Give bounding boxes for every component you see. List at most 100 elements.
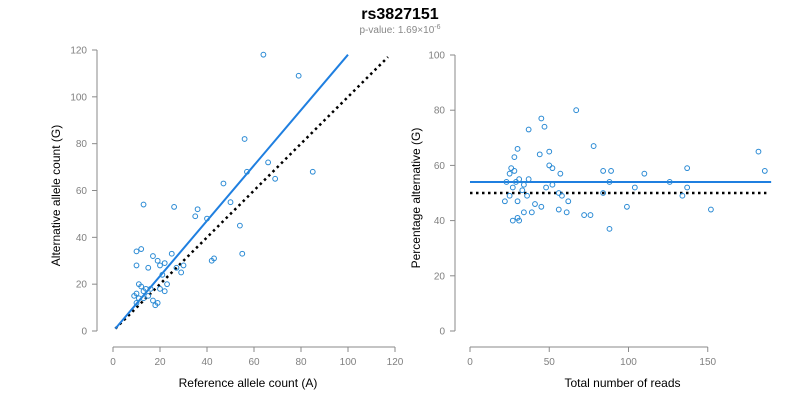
data-point (516, 217, 523, 224)
data-point (265, 159, 272, 166)
y-tick-label: 80 (434, 106, 446, 117)
data-point (514, 145, 521, 152)
data-point (755, 148, 762, 155)
data-point (516, 176, 523, 183)
data-point (133, 248, 140, 255)
data-point (152, 302, 159, 309)
data-point (761, 168, 768, 174)
data-point (559, 192, 565, 199)
data-point (168, 250, 175, 257)
data-point (525, 176, 532, 183)
data-point (237, 222, 243, 229)
scatter-panel-allele-counts: 0 20 40 60 80 100 120 0 20 40 60 80 100 120 Reference … (49, 46, 404, 391)
data-point (145, 292, 152, 299)
data-point (150, 253, 156, 259)
data-point (147, 285, 154, 292)
data-point (555, 206, 562, 213)
scatter-panel-percentage: 0 50 100 150 0 20 40 60 80 100 Total number of rea… (409, 51, 772, 390)
data-point (511, 168, 518, 174)
data-point (220, 180, 227, 187)
y-tick-label: 100 (428, 51, 445, 62)
data-point (154, 257, 161, 264)
data-point (140, 288, 147, 295)
data-point (606, 179, 613, 185)
data-point (180, 262, 187, 269)
data-point (164, 281, 170, 288)
data-point (509, 217, 516, 224)
data-point (295, 72, 302, 79)
y-tick-label: 120 (70, 46, 87, 57)
data-point (557, 170, 564, 177)
y-axis-title: Alternative allele count (G) (49, 125, 63, 266)
data-point (161, 260, 168, 266)
data-point (708, 206, 714, 213)
data-point (241, 136, 248, 142)
data-point (666, 179, 673, 185)
data-point (519, 187, 526, 194)
y-tick-label: 100 (70, 92, 87, 103)
y-axis-title: Percentage alternative (G) (409, 128, 423, 269)
data-point (227, 199, 234, 206)
x-tick-label: 0 (467, 357, 473, 368)
data-point (573, 107, 580, 114)
data-point (541, 123, 548, 130)
data-point (538, 203, 545, 210)
data-point (532, 201, 538, 207)
data-point (520, 209, 527, 216)
x-tick-label: 0 (110, 357, 116, 368)
data-point (309, 168, 316, 175)
data-point (506, 192, 513, 199)
data-point (511, 154, 518, 161)
data-point (133, 262, 140, 269)
data-point (138, 246, 145, 252)
data-point (606, 225, 613, 232)
y-tick-label: 20 (76, 280, 88, 291)
data-point (244, 168, 250, 175)
x-tick-label: 20 (154, 357, 166, 368)
data-point (140, 201, 147, 208)
data-point (546, 162, 553, 169)
data-point (549, 165, 556, 172)
chart-subtitle: p-value: 1.69×10-6 (359, 24, 440, 36)
data-point (239, 250, 246, 257)
data-point (157, 262, 163, 269)
expected-ratio-line (114, 56, 389, 330)
data-point (600, 190, 607, 196)
data-point (260, 51, 267, 58)
data-point (528, 209, 535, 216)
data-point (581, 212, 588, 218)
data-point (549, 181, 556, 188)
data-point (508, 165, 515, 172)
data-point (157, 285, 163, 292)
y-tick-label: 20 (434, 271, 446, 282)
x-tick-label: 100 (340, 357, 357, 368)
data-point (600, 168, 607, 174)
y-tick-label: 80 (76, 139, 88, 150)
data-point (194, 206, 201, 213)
y-tick-label: 0 (439, 327, 445, 338)
data-point (536, 151, 543, 158)
y-tick-label: 60 (434, 161, 446, 172)
chart-title: rs3827151 (361, 6, 439, 23)
y-tick-label: 40 (76, 233, 88, 244)
x-tick-label: 80 (295, 357, 307, 368)
y-tick-label: 0 (81, 327, 87, 338)
x-axis-title: Total number of reads (564, 376, 680, 390)
data-point (173, 264, 180, 271)
data-point (514, 198, 521, 205)
x-tick-label: 150 (699, 357, 716, 368)
data-point (501, 198, 508, 205)
data-point (624, 203, 630, 210)
data-point (513, 179, 519, 185)
data-point (525, 126, 532, 133)
data-point (524, 192, 530, 199)
data-point (543, 184, 549, 191)
data-point (208, 257, 215, 264)
data-point (587, 212, 594, 218)
data-point (150, 297, 156, 304)
data-point (520, 181, 527, 188)
data-point (503, 179, 510, 185)
data-point (679, 192, 686, 199)
data-point (608, 168, 614, 174)
